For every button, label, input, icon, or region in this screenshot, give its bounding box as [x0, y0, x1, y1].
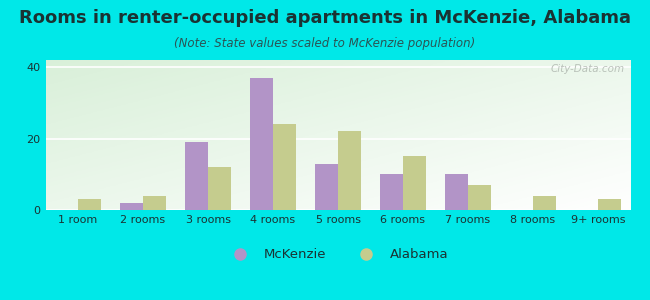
Text: (Note: State values scaled to McKenzie population): (Note: State values scaled to McKenzie p…: [174, 38, 476, 50]
Bar: [533, 196, 556, 210]
Bar: [598, 199, 621, 210]
Bar: [468, 185, 491, 210]
Text: Rooms in renter-occupied apartments in McKenzie, Alabama: Rooms in renter-occupied apartments in M…: [19, 9, 631, 27]
Bar: [208, 167, 231, 210]
Bar: [380, 174, 403, 210]
Bar: [250, 78, 273, 210]
Bar: [78, 199, 101, 210]
Bar: [403, 156, 426, 210]
Bar: [338, 131, 361, 210]
Bar: [120, 203, 143, 210]
Text: City-Data.com: City-Data.com: [551, 64, 625, 74]
Bar: [445, 174, 468, 210]
Bar: [185, 142, 208, 210]
Bar: [315, 164, 338, 210]
Bar: [143, 196, 166, 210]
Bar: [273, 124, 296, 210]
Legend: McKenzie, Alabama: McKenzie, Alabama: [222, 243, 454, 266]
